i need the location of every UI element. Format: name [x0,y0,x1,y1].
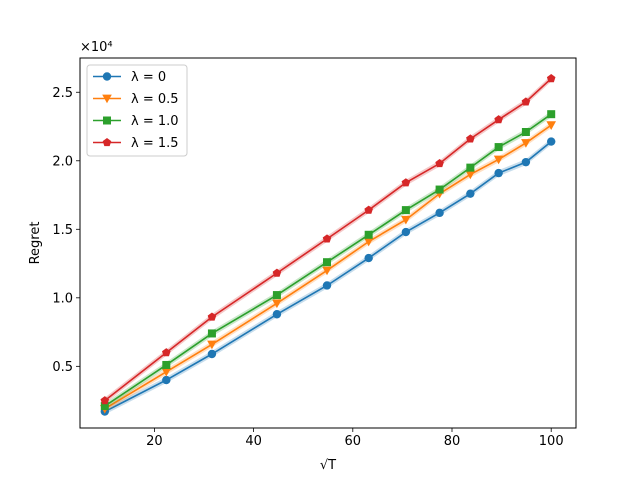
data-point [435,159,444,168]
series-line [104,113,552,407]
data-point [546,121,556,130]
y-axis-ticks: 0.5 1.0 1.5 2.0 2.5 [52,86,80,375]
y-tick-label: 2.5 [52,86,73,101]
data-point [401,178,411,187]
data-point [466,189,475,198]
x-tick-label: 20 [146,434,163,449]
x-tick-label: 80 [444,434,461,449]
data-point [435,185,444,194]
series-3 [100,74,556,405]
x-axis-label: √T [320,458,336,473]
data-point [272,291,281,300]
data-point [547,137,556,146]
data-point [363,237,374,247]
data-point [521,139,531,148]
data-point [162,360,171,369]
data-point [207,340,217,350]
legend-marker [102,72,112,81]
data-point [322,266,332,276]
legend-label: λ = 1.5 [131,136,179,151]
legend-marker [103,116,111,125]
y-tick-label: 0.5 [52,360,73,375]
x-tick-label: 100 [539,434,564,449]
series-layer [100,74,556,416]
data-point [272,268,282,277]
plot-frame [79,57,577,429]
series-line [104,140,552,413]
data-point [521,97,531,106]
data-point [364,230,373,239]
data-point [435,208,444,218]
data-point [100,402,109,411]
data-point [494,168,503,178]
data-point [364,205,373,214]
data-point [207,329,216,338]
data-point [322,234,332,243]
y-multiplier-label: ×10⁴ [80,40,113,55]
legend-marker [102,94,112,104]
legend-label: λ = 0 [131,70,166,85]
data-point [401,215,411,225]
data-point [100,396,110,405]
legend-label: λ = 0.5 [131,92,179,107]
data-point [272,310,282,319]
data-point [466,134,475,143]
data-point [466,163,475,172]
x-tick-label: 60 [345,434,362,449]
data-point [521,128,530,136]
legend-box [86,64,188,157]
x-axis-ticks: 20 40 60 80 100 [146,428,564,449]
series-band [104,138,552,415]
series-1 [100,121,556,414]
legend-marker [102,138,112,147]
data-point [207,349,217,359]
data-point [272,299,282,309]
data-point [162,348,171,357]
series-line [104,124,552,410]
data-point [493,155,504,165]
data-point [465,170,476,180]
data-point [494,143,503,152]
data-point [494,115,503,124]
series-line [104,77,552,402]
y-tick-label: 1.0 [52,291,73,306]
data-point [162,375,171,385]
data-point [161,367,172,377]
data-point [521,157,531,167]
series-0 [100,137,556,416]
data-point [207,312,217,321]
y-tick-label: 2.0 [52,154,73,169]
data-point [323,258,332,267]
x-tick-label: 40 [245,434,262,449]
data-point [547,110,556,119]
series-2 [100,110,556,411]
data-point [322,281,332,290]
data-point [364,253,373,263]
data-point [401,206,410,215]
legend: λ = 0 λ = 0.5 λ = 1.0 λ = 1.5 [86,64,188,157]
y-axis-label: Regret [28,222,43,265]
data-point [546,74,556,83]
legend-label: λ = 1.0 [131,114,179,129]
y-tick-label: 1.5 [52,223,73,238]
data-point [401,227,411,237]
